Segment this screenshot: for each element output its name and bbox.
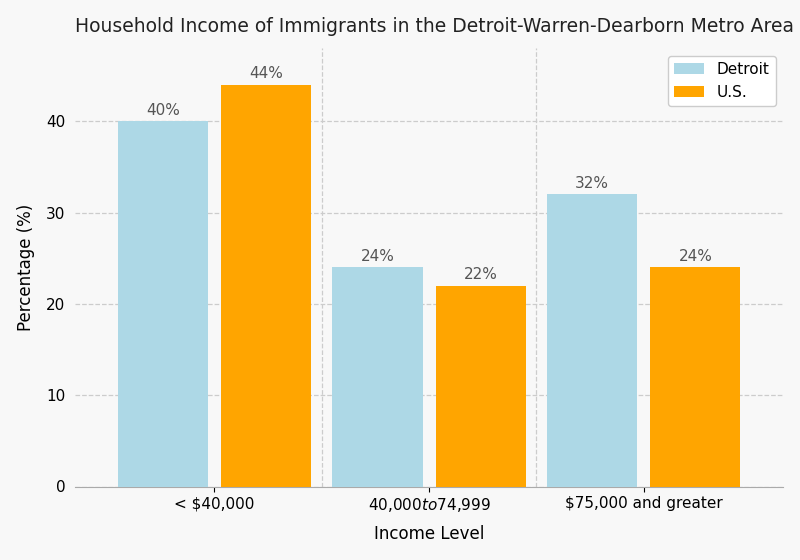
Bar: [435, 286, 526, 487]
Bar: [547, 194, 638, 487]
Bar: [221, 85, 311, 487]
Bar: [650, 268, 740, 487]
Text: 24%: 24%: [361, 249, 394, 264]
X-axis label: Income Level: Income Level: [374, 525, 484, 543]
Y-axis label: Percentage (%): Percentage (%): [17, 204, 34, 331]
Text: 44%: 44%: [249, 66, 283, 81]
Text: Household Income of Immigrants in the Detroit-Warren-Dearborn Metro Area vs. U.S: Household Income of Immigrants in the De…: [75, 17, 800, 36]
Legend: Detroit, U.S.: Detroit, U.S.: [668, 56, 776, 106]
Text: 22%: 22%: [464, 267, 498, 282]
Text: 24%: 24%: [678, 249, 712, 264]
Text: 32%: 32%: [575, 176, 610, 191]
Bar: [118, 122, 208, 487]
Text: 40%: 40%: [146, 102, 180, 118]
Bar: [333, 268, 422, 487]
